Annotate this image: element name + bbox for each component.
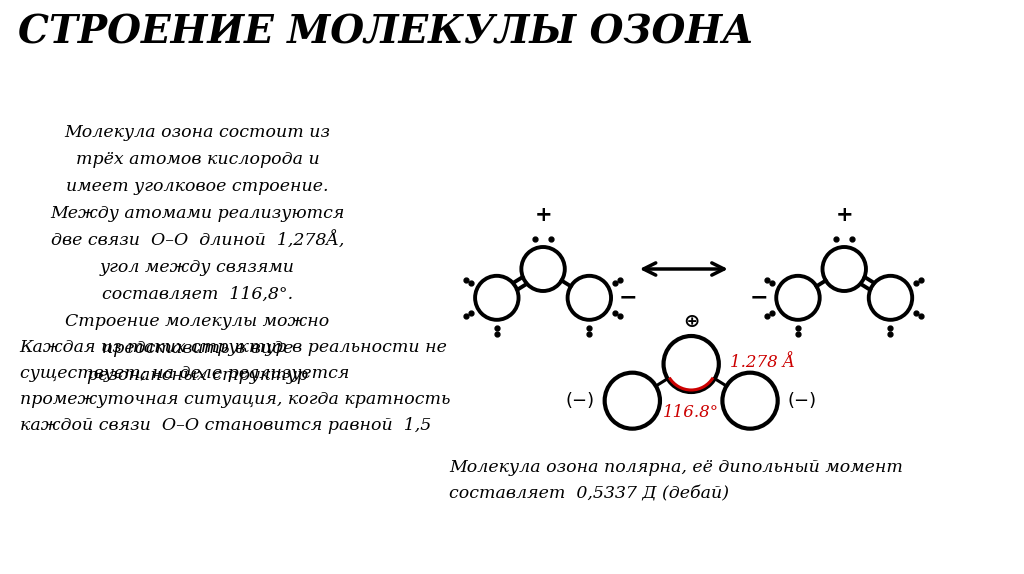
Text: Строение молекулы можно: Строение молекулы можно xyxy=(66,313,330,330)
Text: трёх атомов кислорода и: трёх атомов кислорода и xyxy=(76,151,319,168)
Text: Каждая из таких структур в реальности не: Каждая из таких структур в реальности не xyxy=(19,339,447,356)
Text: +: + xyxy=(836,205,853,225)
Text: имеет уголковое строение.: имеет уголковое строение. xyxy=(67,178,329,195)
Text: Молекула озона полярна, её дипольный момент: Молекула озона полярна, её дипольный мом… xyxy=(450,459,903,476)
Text: (−): (−) xyxy=(787,391,817,410)
Text: Молекула озона состоит из: Молекула озона состоит из xyxy=(65,124,331,141)
Text: Между атомами реализуются: Между атомами реализуются xyxy=(50,205,345,222)
Text: 1.278 Å: 1.278 Å xyxy=(730,354,796,371)
Text: ⊕: ⊕ xyxy=(683,312,699,331)
Text: составляет  0,5337 Д (дебай): составляет 0,5337 Д (дебай) xyxy=(450,485,729,502)
Text: угол между связями: угол между связями xyxy=(100,259,295,276)
Text: промежуточная ситуация, когда кратность: промежуточная ситуация, когда кратность xyxy=(19,391,451,408)
Text: представить в виде: представить в виде xyxy=(101,340,293,357)
Text: каждой связи  O–O становится равной  1,5: каждой связи O–O становится равной 1,5 xyxy=(19,417,431,434)
Text: 116.8°: 116.8° xyxy=(664,404,719,421)
Text: существует; на деле реализуется: существует; на деле реализуется xyxy=(19,365,349,382)
Text: −: − xyxy=(618,288,638,308)
Text: две связи  O–O  длиной  1,278Å,: две связи O–O длиной 1,278Å, xyxy=(51,232,344,250)
Text: +: + xyxy=(535,205,552,225)
Text: (−): (−) xyxy=(565,391,595,410)
Text: резонансных структур: резонансных структур xyxy=(87,367,308,384)
Text: −: − xyxy=(750,288,768,308)
Text: составляет  116,8°.: составляет 116,8°. xyxy=(102,286,293,303)
Text: СТРОЕНИЕ МОЛЕКУЛЫ ОЗОНА: СТРОЕНИЕ МОЛЕКУЛЫ ОЗОНА xyxy=(17,14,754,52)
